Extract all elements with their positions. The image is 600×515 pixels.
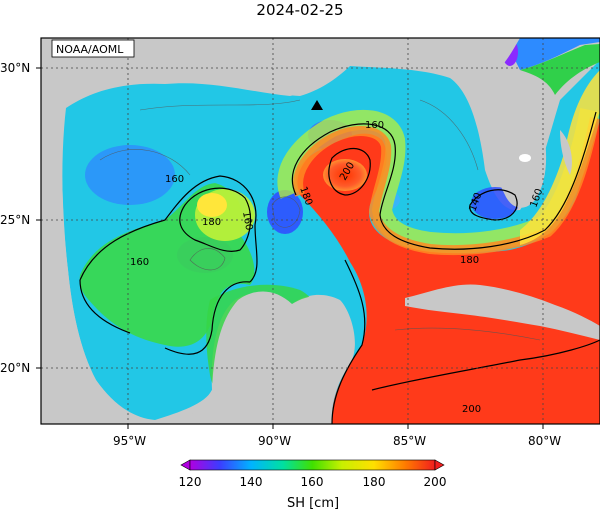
contour-label: 160 bbox=[130, 257, 149, 268]
cuba-island bbox=[405, 284, 600, 340]
bahamas bbox=[560, 130, 572, 175]
florida-current-band bbox=[520, 70, 600, 245]
colorbar-max-arrow bbox=[434, 459, 445, 471]
atlantic-blue bbox=[505, 38, 600, 70]
colorbar-gradient bbox=[189, 459, 436, 471]
station-marker-icon bbox=[311, 100, 323, 110]
lon-label: 85°W bbox=[393, 434, 426, 448]
colorbar-tick: 180 bbox=[363, 475, 386, 489]
warm-eddy bbox=[323, 159, 367, 191]
colorbar-min-arrow bbox=[180, 459, 191, 471]
low-anomaly-west bbox=[85, 145, 175, 205]
colorbar-tick: 160 bbox=[301, 475, 324, 489]
minor-contours bbox=[99, 99, 541, 341]
contour-label: 160 bbox=[240, 211, 254, 232]
credit-box bbox=[51, 39, 135, 58]
colorbar-tick: 120 bbox=[179, 475, 202, 489]
lat-label: 30°N bbox=[0, 61, 30, 75]
graticule bbox=[41, 38, 600, 424]
loop-current-inner-edge bbox=[293, 116, 600, 256]
yellow-peak bbox=[197, 193, 227, 217]
yucatan-peninsula bbox=[180, 291, 354, 424]
colorbar-tick: 140 bbox=[240, 475, 263, 489]
lake-okeechobee bbox=[519, 154, 531, 162]
lat-label: 20°N bbox=[0, 361, 30, 375]
lat-label: 25°N bbox=[0, 213, 30, 227]
contour-lines bbox=[79, 111, 600, 424]
contour-label: 160 bbox=[365, 120, 384, 131]
florida-peninsula bbox=[480, 70, 547, 208]
contour-label: 180 bbox=[460, 255, 479, 266]
map-frame bbox=[40, 37, 600, 425]
colorbar-tick: 200 bbox=[424, 475, 447, 489]
contour-label: 200 bbox=[462, 404, 481, 415]
credit-text: NOAA/AOML bbox=[56, 43, 124, 56]
atlantic-green bbox=[520, 44, 600, 95]
axis-ticks bbox=[36, 67, 544, 429]
lon-label: 95°W bbox=[113, 434, 146, 448]
colorbar-label: SH [cm] bbox=[286, 496, 340, 511]
map-title: 2024-02-25 bbox=[256, 1, 344, 19]
mexico-coast bbox=[41, 110, 155, 424]
lon-label: 90°W bbox=[258, 434, 291, 448]
lon-label: 80°W bbox=[528, 434, 561, 448]
colorbar: 120 140 160 180 200 bbox=[179, 459, 447, 489]
us-gulf-coast bbox=[41, 38, 520, 120]
contour-label: 180 bbox=[202, 217, 221, 228]
contour-label: 160 bbox=[165, 174, 184, 185]
